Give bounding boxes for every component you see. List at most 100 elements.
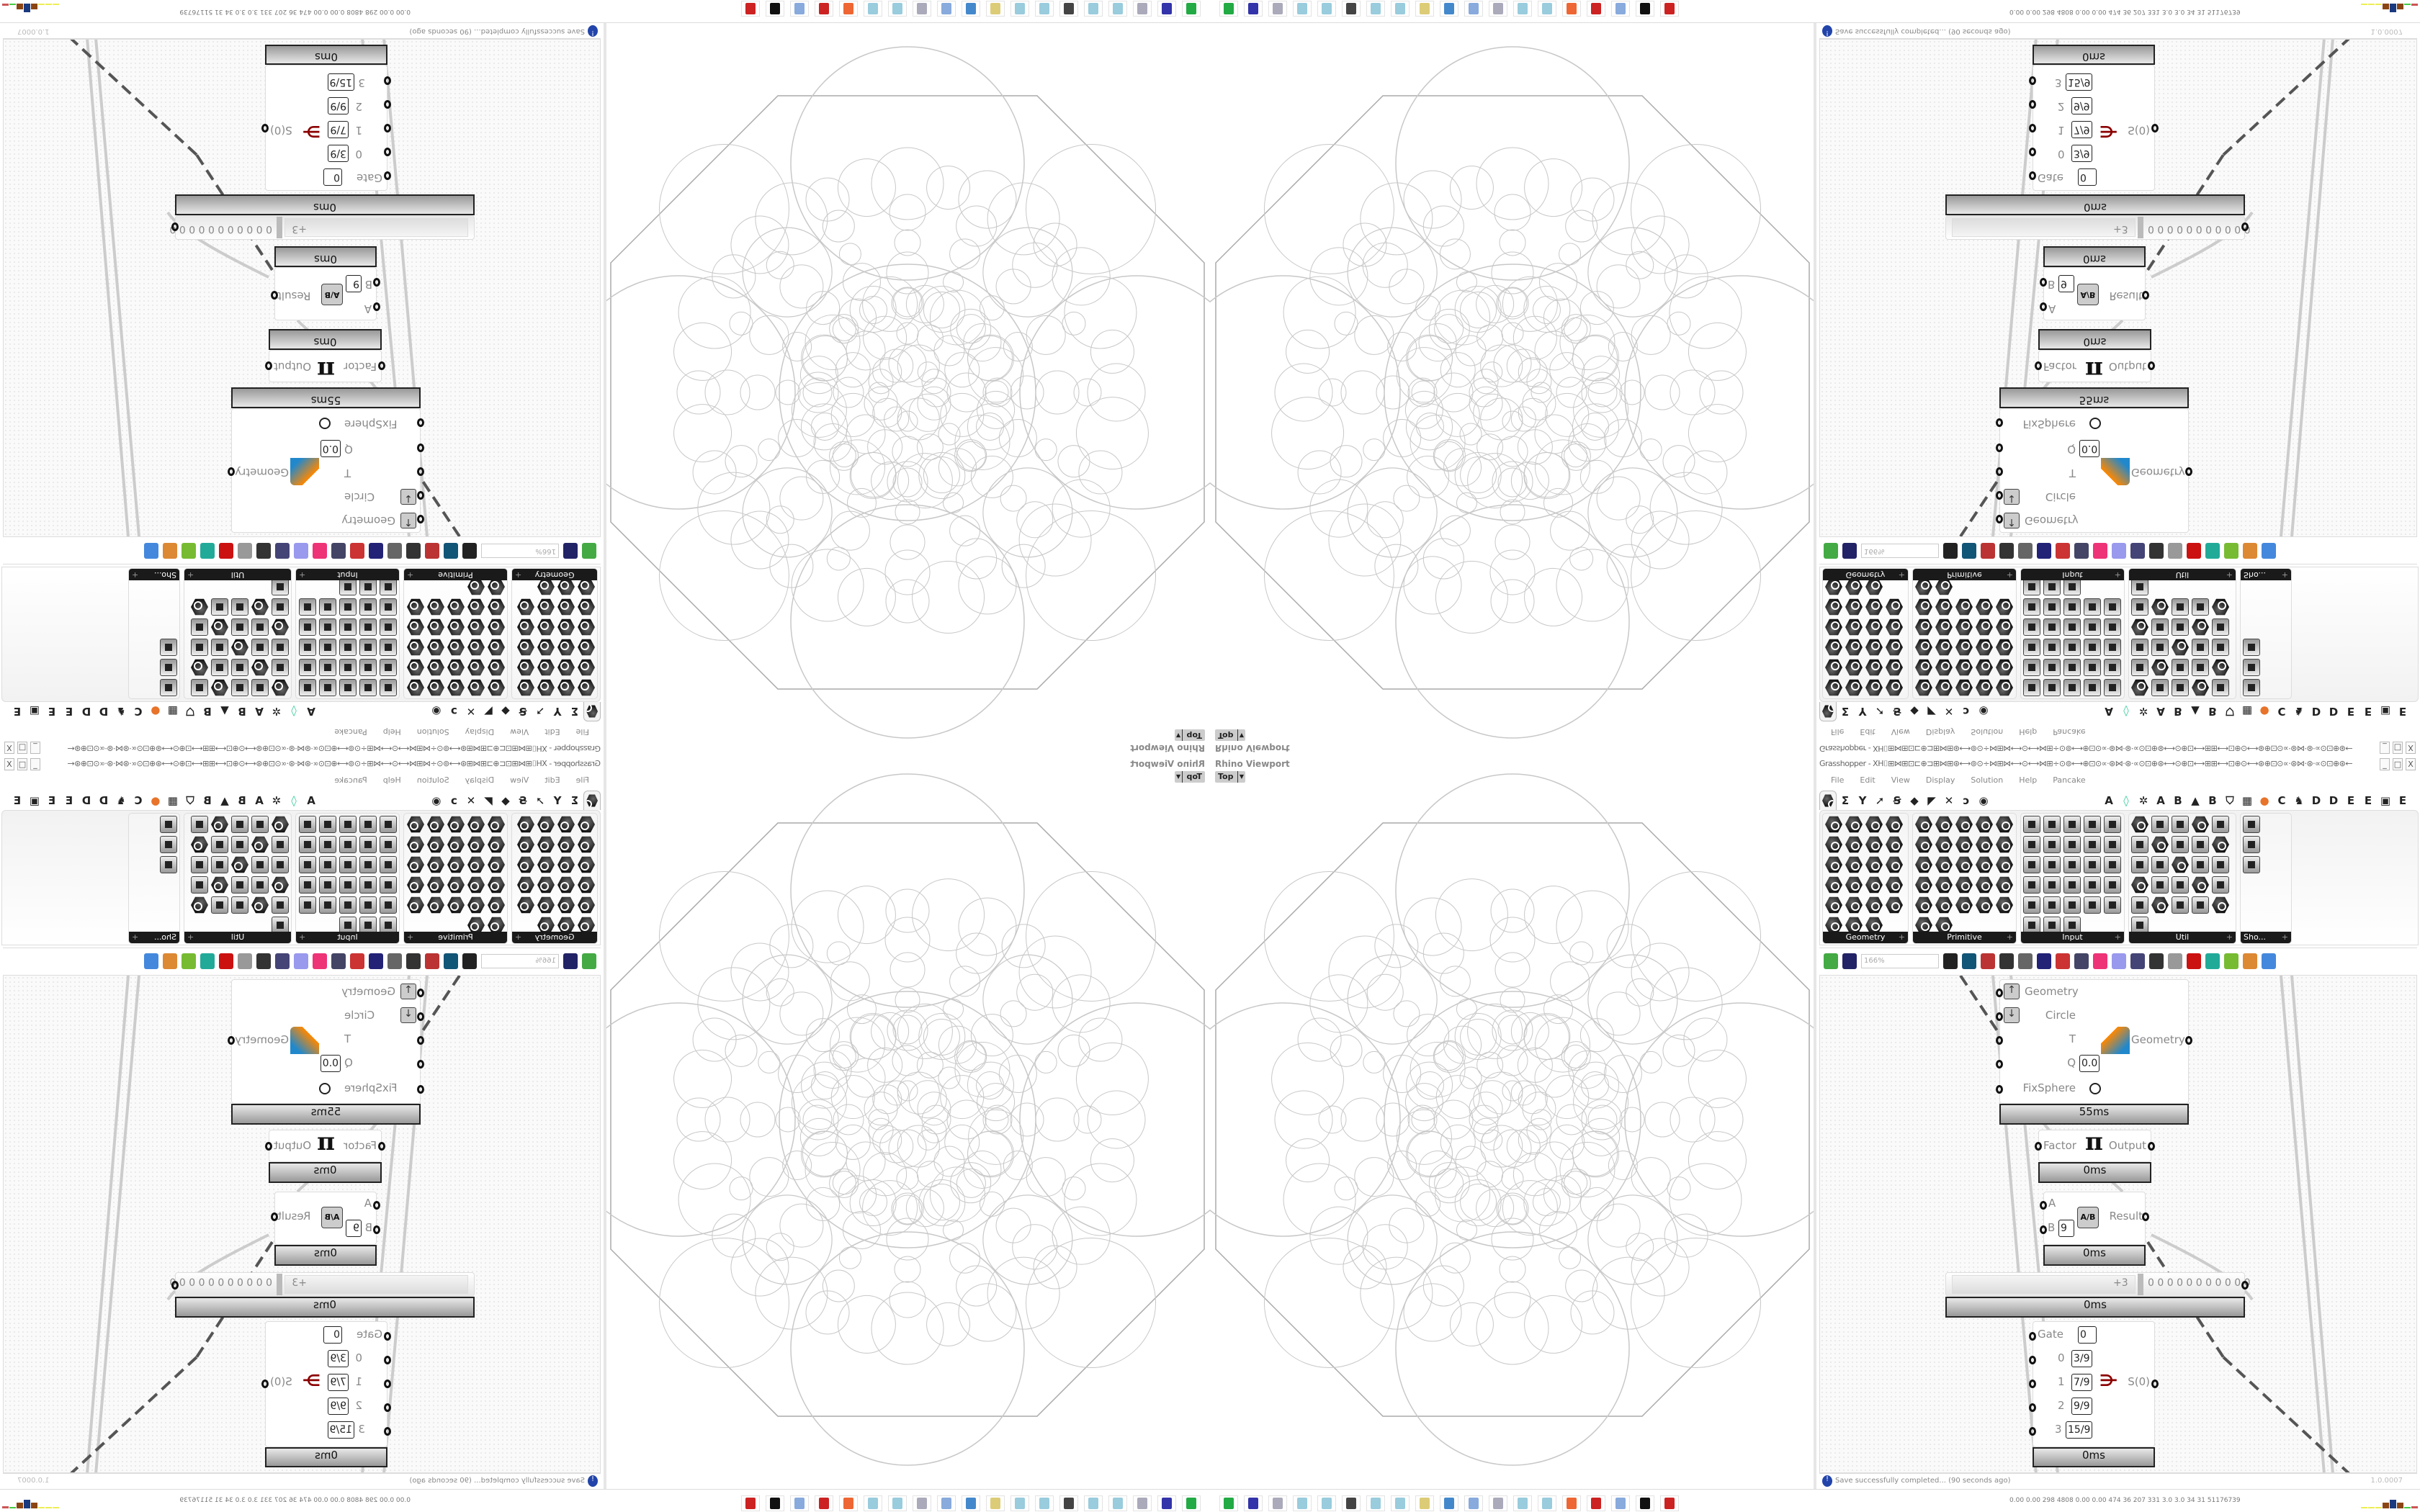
expand-icon[interactable]: + (132, 932, 139, 942)
palette-component-icon[interactable] (2043, 679, 2061, 696)
palette-component-icon[interactable] (1915, 618, 1932, 636)
palette-component-icon[interactable] (488, 679, 505, 696)
palette-component-icon[interactable] (427, 598, 444, 616)
input-grip[interactable] (373, 1201, 380, 1210)
taskbar-button[interactable] (1415, 1, 1434, 17)
menu-display[interactable]: Display (1925, 775, 1955, 785)
taskbar-button[interactable] (1587, 1, 1605, 17)
value-2[interactable]: 9/9 (2071, 97, 2092, 114)
input-grip[interactable] (417, 1085, 424, 1094)
palette-component-icon[interactable] (2243, 659, 2260, 676)
gha-icon[interactable] (369, 543, 383, 559)
palette-component-icon[interactable] (2192, 816, 2209, 833)
preview-custom-icon[interactable] (2224, 543, 2238, 559)
grid-icon[interactable]: ▦ (167, 705, 179, 719)
palette-component-icon[interactable] (231, 816, 248, 833)
palette-component-icon[interactable] (2172, 876, 2189, 894)
wires-icon[interactable] (2130, 543, 2145, 559)
bulb-icon[interactable] (294, 543, 308, 559)
palette-component-icon[interactable] (191, 816, 208, 833)
crystal-icon[interactable]: ◊ (2123, 793, 2129, 807)
input-grip[interactable] (1996, 467, 2003, 476)
output-grip[interactable] (261, 1380, 269, 1388)
palette-component-icon[interactable] (231, 836, 248, 853)
palette-component-icon[interactable] (2172, 836, 2189, 853)
input-grip[interactable] (373, 302, 380, 311)
palette-component-icon[interactable] (251, 598, 269, 616)
output-grip[interactable] (265, 1142, 272, 1151)
package-icon[interactable] (2093, 543, 2107, 559)
palette-group-label[interactable]: Util + (184, 932, 291, 943)
palette-component-icon[interactable] (537, 896, 555, 914)
arrow-up-icon[interactable]: ↑ (2004, 513, 2020, 528)
palette-component-icon[interactable] (251, 896, 269, 914)
tab-e[interactable]: E (2364, 793, 2372, 807)
palette-component-icon[interactable] (359, 816, 377, 833)
palette-component-icon[interactable] (2151, 679, 2169, 696)
tab-a[interactable]: A (2105, 705, 2113, 719)
pi-component[interactable]: Factor π Output (2035, 1128, 2155, 1162)
input-grip[interactable] (1996, 1012, 2003, 1021)
taskbar-button[interactable] (1268, 1, 1287, 17)
input-grip[interactable] (384, 148, 391, 156)
taskbar-button[interactable] (1538, 1495, 1556, 1511)
tab-a[interactable]: A (307, 705, 315, 719)
sphere-icon[interactable] (2262, 543, 2276, 559)
input-grip[interactable] (417, 1012, 424, 1021)
palette-component-icon[interactable] (2131, 896, 2148, 914)
zoom-extents-icon[interactable] (1943, 543, 1958, 559)
palette-component-icon[interactable] (2023, 598, 2040, 616)
palette-component-icon[interactable] (2192, 836, 2209, 853)
expand-icon[interactable]: + (187, 570, 194, 580)
palette-component-icon[interactable] (191, 618, 208, 636)
palette-component-icon[interactable] (2192, 598, 2209, 616)
palette-component-icon[interactable] (578, 578, 595, 595)
taskbar-button[interactable] (1010, 1, 1029, 17)
palette-component-icon[interactable] (2172, 856, 2189, 873)
tab-a[interactable]: A (2156, 793, 2165, 807)
shield-icon[interactable]: ⛉ (186, 793, 194, 807)
taskbar-button[interactable] (1538, 1, 1556, 17)
palette-component-icon[interactable] (2043, 618, 2061, 636)
grasshopper-canvas[interactable]: ↑ ↓ Geometry Circle T Q FixSphere 0.0 Ge… (3, 975, 601, 1473)
palette-component-icon[interactable] (427, 896, 444, 914)
palette-component-icon[interactable] (1955, 639, 1973, 656)
slider-track[interactable] (284, 218, 468, 237)
curve-icon[interactable]: Ꞩ (1893, 793, 1901, 807)
palette-component-icon[interactable] (160, 659, 177, 676)
b-value[interactable]: 9 (2058, 275, 2074, 292)
mountain-icon[interactable]: ▲ (2191, 793, 2200, 807)
shield-icon[interactable]: ⛉ (186, 705, 194, 719)
taskbar-button[interactable] (1035, 1, 1054, 17)
palette-component-icon[interactable] (1996, 598, 2013, 616)
palette-component-icon[interactable] (2151, 639, 2169, 656)
palette-component-icon[interactable] (2043, 876, 2061, 894)
palette-component-icon[interactable] (2104, 856, 2121, 873)
gate-value[interactable]: 0 (323, 168, 342, 186)
preview-shaded-icon[interactable] (219, 543, 233, 559)
palette-component-icon[interactable] (1886, 836, 1903, 853)
taskbar-button[interactable] (913, 1495, 931, 1511)
input-grip[interactable] (2029, 1403, 2036, 1412)
expand-icon[interactable]: + (1898, 570, 1905, 580)
sketch-icon[interactable] (1981, 953, 1995, 969)
palette-component-icon[interactable] (339, 896, 357, 914)
menu-pancake[interactable]: Pancake (334, 727, 367, 737)
gha-icon[interactable] (2037, 953, 2051, 969)
taskbar-button[interactable] (1293, 1, 1312, 17)
tab-e[interactable]: E (48, 705, 56, 719)
input-grip[interactable] (417, 491, 424, 500)
gha-icon[interactable] (2037, 543, 2051, 559)
cluster-icon[interactable] (406, 953, 421, 969)
palette-component-icon[interactable] (191, 896, 208, 914)
palette-component-icon[interactable] (517, 896, 534, 914)
palette-component-icon[interactable] (211, 598, 228, 616)
palette-component-icon[interactable] (2243, 856, 2260, 873)
expand-icon[interactable]: + (299, 570, 306, 580)
palette-component-icon[interactable] (1825, 876, 1842, 894)
palette-component-icon[interactable] (488, 598, 505, 616)
grasshopper-canvas[interactable]: ↑ ↓ Geometry Circle T Q FixSphere 0.0 Ge… (1819, 975, 2417, 1473)
taskbar-button[interactable] (1035, 1495, 1054, 1511)
input-grip[interactable] (1996, 444, 2003, 452)
palette-component-icon[interactable] (359, 876, 377, 894)
